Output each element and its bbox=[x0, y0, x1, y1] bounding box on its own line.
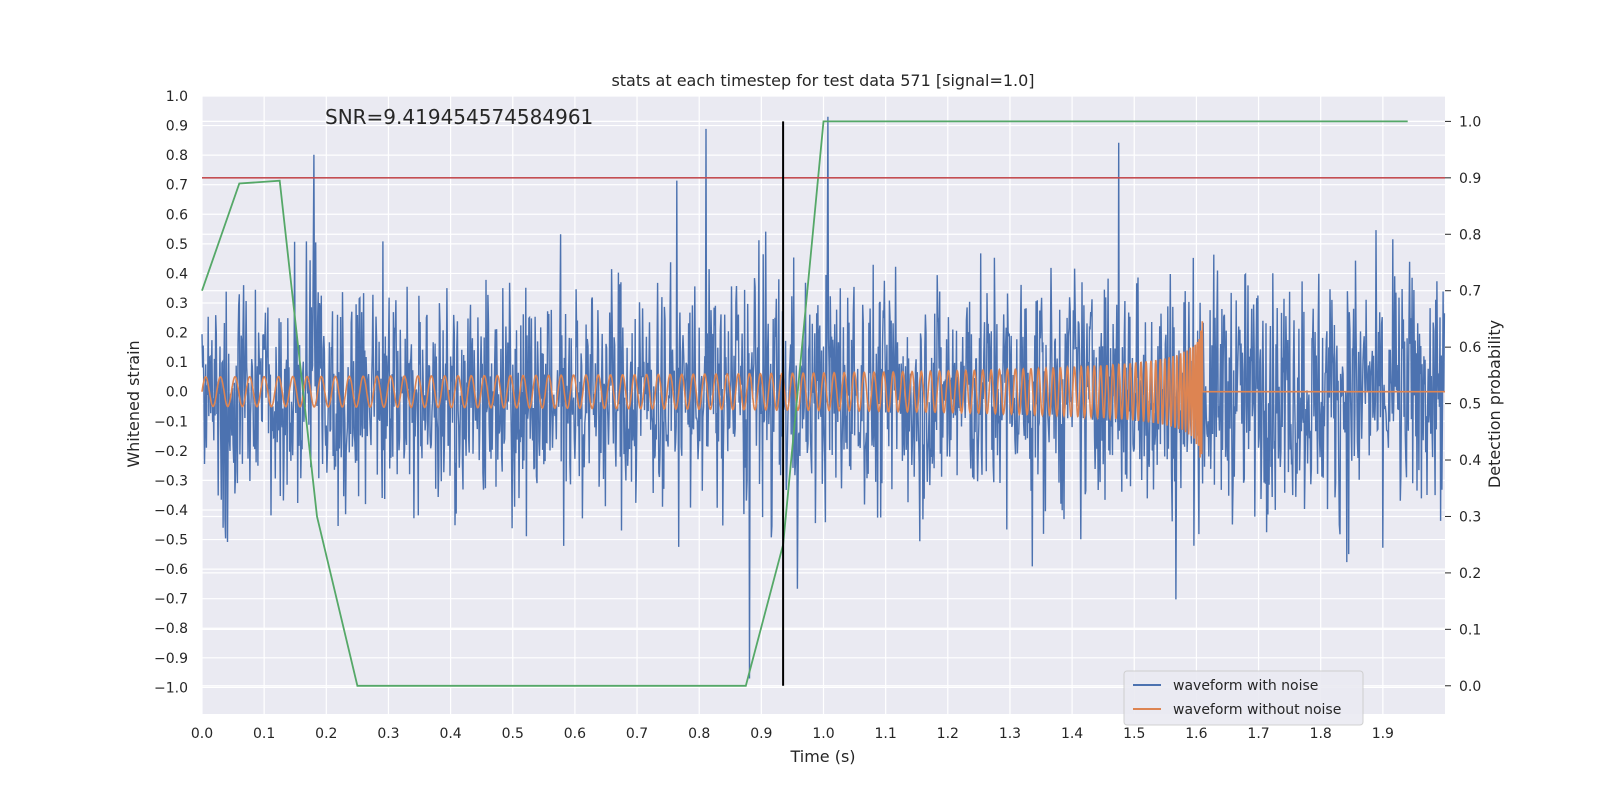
x-axis-ticks: 0.0 0.1 0.2 0.3 0.4 0.5 0.6 0.7 0.8 0.9 1.0 1.1 1.2 1… bbox=[191, 726, 1394, 742]
x-tick-label: 0.0 bbox=[191, 726, 213, 742]
noisy-waveform-line bbox=[201, 116, 1446, 679]
y-right-tick-label: 0.7 bbox=[1459, 284, 1481, 300]
x-tick-label: 0.2 bbox=[315, 726, 337, 742]
y-right-tick-label: 0.5 bbox=[1459, 397, 1481, 413]
y-right-tick-label: 0.8 bbox=[1459, 227, 1481, 243]
x-tick-label: 0.6 bbox=[564, 726, 586, 742]
x-tick-label: 1.1 bbox=[875, 726, 897, 742]
x-tick-label: 0.9 bbox=[750, 726, 772, 742]
reference-lines bbox=[202, 121, 1445, 686]
x-tick-label: 0.5 bbox=[502, 726, 524, 742]
x-tick-label: 0.7 bbox=[626, 726, 648, 742]
y-left-tick-label: −0.6 bbox=[154, 562, 188, 578]
y-left-tick-label: 0.1 bbox=[166, 355, 188, 371]
y-left-tick-label: −0.3 bbox=[154, 473, 188, 489]
x-tick-label: 1.7 bbox=[1247, 726, 1269, 742]
y-left-tick-label: 0.4 bbox=[166, 266, 188, 282]
y-left-tick-label: −1.0 bbox=[154, 680, 188, 696]
y-left-tick-label: −0.5 bbox=[154, 533, 188, 549]
y-left-tick-label: −0.2 bbox=[154, 444, 188, 460]
y-left-tick-label: 0.8 bbox=[166, 148, 188, 164]
probability-line bbox=[201, 120, 1408, 687]
x-tick-label: 0.3 bbox=[377, 726, 399, 742]
y-right-tick-label: 1.0 bbox=[1459, 114, 1481, 130]
x-axis-label: Time (s) bbox=[789, 747, 855, 766]
x-tick-label: 1.6 bbox=[1185, 726, 1207, 742]
chart-title: stats at each timestep for test data 571… bbox=[611, 71, 1034, 90]
y-left-tick-label: −0.4 bbox=[154, 503, 188, 519]
y-right-tick-label: 0.1 bbox=[1459, 622, 1481, 638]
noisy-waveform-series bbox=[201, 116, 1446, 679]
y-left-tick-label: 0.6 bbox=[166, 207, 188, 223]
x-tick-label: 1.3 bbox=[999, 726, 1021, 742]
y-left-tick-label: 1.0 bbox=[166, 89, 188, 105]
y-right-tick-label: 0.4 bbox=[1459, 453, 1481, 469]
legend: waveform with noise waveform without noi… bbox=[1123, 670, 1364, 726]
y-right-tick-label: 0.0 bbox=[1459, 679, 1481, 695]
probability-series bbox=[201, 120, 1408, 687]
y-right-tick-label: 0.2 bbox=[1459, 566, 1481, 582]
x-tick-label: 1.5 bbox=[1123, 726, 1145, 742]
y-left-tick-label: 0.9 bbox=[166, 119, 188, 135]
x-tick-label: 0.8 bbox=[688, 726, 710, 742]
y-left-tick-label: 0.0 bbox=[166, 385, 188, 401]
x-tick-label: 1.2 bbox=[937, 726, 959, 742]
y-left-tick-label: −0.1 bbox=[154, 414, 188, 430]
y-left-tick-label: −0.7 bbox=[154, 592, 188, 608]
y-left-axis-ticks: 1.0 0.9 0.8 0.7 0.6 0.5 0.4 0.3 0.2 0.1 0.0 −0.1 −0.… bbox=[154, 89, 188, 696]
snr-annotation: SNR=9.419454574584961 bbox=[325, 105, 593, 129]
legend-label-clean: waveform without noise bbox=[1173, 702, 1341, 718]
x-tick-label: 1.4 bbox=[1061, 726, 1083, 742]
x-tick-label: 1.8 bbox=[1310, 726, 1332, 742]
y-left-tick-label: 0.5 bbox=[166, 237, 188, 253]
y-right-tick-label: 0.9 bbox=[1459, 171, 1481, 187]
legend-label-noisy: waveform with noise bbox=[1173, 678, 1318, 694]
x-tick-label: 0.4 bbox=[439, 726, 461, 742]
y-right-tick-label: 0.3 bbox=[1459, 509, 1481, 525]
y-left-tick-label: −0.9 bbox=[154, 651, 188, 667]
clean-waveform-series bbox=[201, 321, 1445, 458]
clean-waveform-line bbox=[201, 321, 1445, 458]
y-right-axis-label: Detection probability bbox=[1485, 320, 1504, 488]
y-left-tick-label: 0.7 bbox=[166, 178, 188, 194]
y-left-tick-label: 0.3 bbox=[166, 296, 188, 312]
y-left-tick-label: −0.8 bbox=[154, 621, 188, 637]
y-left-axis-label: Whitened strain bbox=[124, 340, 143, 467]
y-right-tick-label: 0.6 bbox=[1459, 340, 1481, 356]
y-right-axis-ticks: 1.0 0.9 0.8 0.7 0.6 0.5 0.4 0.3 0.2 0.1 0.0 bbox=[1445, 114, 1481, 695]
y-left-tick-label: 0.2 bbox=[166, 326, 188, 342]
x-tick-label: 1.0 bbox=[812, 726, 834, 742]
x-tick-label: 1.9 bbox=[1372, 726, 1394, 742]
x-tick-label: 0.1 bbox=[253, 726, 275, 742]
